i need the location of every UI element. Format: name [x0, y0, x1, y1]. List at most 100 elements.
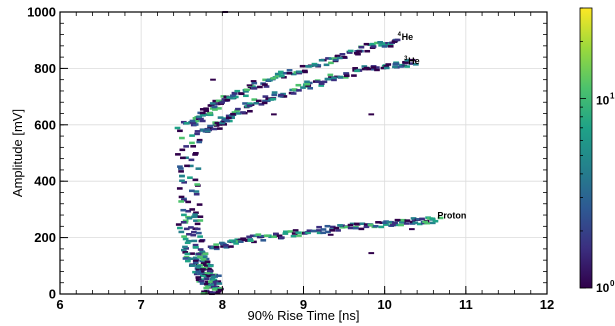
heatmap-cell [199, 282, 206, 285]
heatmap-cell [182, 219, 189, 223]
heatmap-cell [347, 49, 354, 53]
heatmap-cell [195, 270, 202, 273]
heatmap-cell [231, 111, 238, 114]
heatmap-cell [261, 101, 268, 105]
heatmap-cell [189, 208, 196, 211]
heatmap-cell [180, 220, 187, 224]
heatmap-cell [378, 225, 385, 229]
heatmap-cell [279, 74, 285, 78]
heatmap-cell [251, 240, 257, 244]
heatmap-cell [183, 227, 190, 231]
heatmap-cell [318, 84, 325, 87]
heatmap-cell [386, 220, 393, 224]
heatmap-cell [209, 102, 216, 105]
heatmap-cell [195, 231, 202, 235]
heatmap-cell [351, 74, 357, 77]
heatmap-cell [199, 111, 206, 115]
heatmap-cell [331, 76, 337, 80]
heatmap-cell [271, 91, 278, 94]
heatmap-cell [316, 225, 322, 229]
heatmap-cell [179, 174, 185, 178]
heatmap-cell [207, 111, 213, 115]
heatmap-cell [199, 108, 206, 111]
heatmap-cell [186, 239, 192, 243]
heatmap-cell [175, 153, 181, 156]
heatmap-cell [200, 268, 206, 271]
heatmap-cell [278, 93, 284, 97]
heatmap-cell [255, 99, 262, 103]
heatmap-cell [192, 178, 199, 182]
annotation-label: He [408, 56, 420, 66]
heatmap-cell [310, 229, 317, 233]
heatmap-cell [214, 291, 221, 295]
heatmap-cell [216, 107, 222, 110]
heatmap-cell [391, 40, 398, 43]
heatmap-cell [304, 82, 311, 86]
heatmap-cell [368, 252, 375, 255]
heatmap-cell [215, 286, 222, 290]
heatmap-cell [194, 132, 200, 136]
heatmap-cell [182, 251, 189, 254]
heatmap-cell [424, 221, 430, 225]
heatmap-cell [404, 59, 411, 62]
heatmap-cell [207, 280, 214, 283]
heatmap-cell [226, 96, 233, 99]
y-tick-label: 0 [49, 287, 56, 302]
heatmap-cell [192, 243, 199, 247]
heatmap-cell [242, 238, 248, 242]
heatmap-cell [246, 84, 253, 87]
heatmap-cell [216, 274, 222, 278]
heatmap-cell [189, 189, 195, 193]
axis-ticks: 6 7 8 9 10 11 12 0 200 400 600 800 1000 [27, 5, 554, 313]
heatmap-cell [216, 282, 223, 285]
heatmap-cell [361, 65, 368, 68]
heatmap-cell [185, 209, 192, 213]
heatmap-cell [301, 69, 308, 73]
heatmap-cell [371, 67, 377, 71]
heatmap-cell [335, 229, 341, 232]
heatmap-cell [195, 167, 202, 170]
heatmap-cell [196, 267, 203, 270]
heatmap-cell [221, 98, 228, 101]
heatmap-cell [197, 215, 204, 218]
heatmap-cell [247, 239, 254, 242]
heatmap-cell [219, 101, 225, 104]
heatmap-cell [242, 102, 248, 105]
heatmap-cell [404, 219, 411, 222]
heatmap-cell [304, 80, 310, 84]
heatmap-cell [192, 245, 199, 249]
heatmap-cell [196, 140, 203, 144]
heatmap-cell [295, 231, 302, 234]
heatmap-cell [277, 70, 284, 74]
heatmap-cell [182, 237, 189, 241]
heatmap-cell [290, 92, 297, 95]
heatmap-cell [182, 245, 188, 249]
heatmap-cell [221, 119, 228, 123]
heatmap-cell [315, 64, 322, 67]
heatmap-cell [339, 53, 346, 56]
heatmap-cell [192, 259, 199, 263]
heatmap-cell [174, 126, 181, 130]
heatmap-cell [410, 217, 417, 220]
heatmap-cell [408, 62, 415, 65]
y-tick-label: 800 [34, 61, 56, 76]
heatmap-cell [329, 225, 336, 229]
heatmap-cell [185, 200, 192, 204]
heatmap-cell [296, 71, 303, 75]
heatmap-cell [383, 223, 389, 226]
heatmap-cell [339, 226, 346, 229]
heatmap-cell [251, 87, 258, 90]
heatmap-cell [181, 248, 187, 252]
heatmap-cell [342, 76, 349, 79]
heatmap-cell [207, 126, 213, 130]
heatmap-cell [274, 72, 281, 76]
heatmap-cell [383, 65, 390, 68]
heatmap-cell [179, 179, 185, 183]
heatmap-cell [178, 170, 184, 173]
heatmap-cell [184, 241, 191, 245]
heatmap-cell [234, 89, 241, 93]
heatmap-cell [197, 248, 204, 251]
colorbar-label-base: 10 [596, 281, 610, 295]
heatmap-cell [318, 58, 325, 62]
